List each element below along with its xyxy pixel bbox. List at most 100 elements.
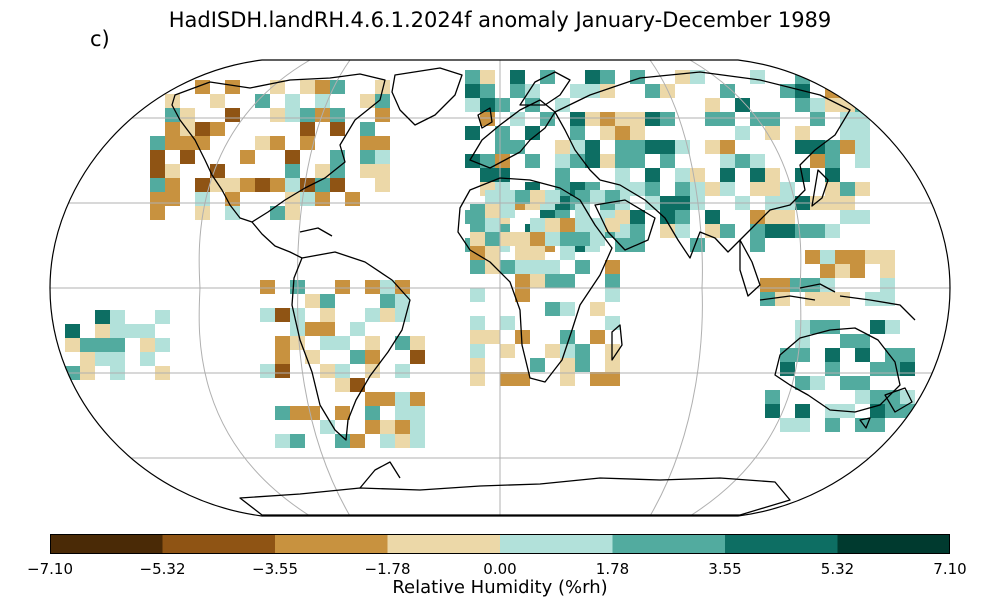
grid-cell <box>65 338 80 352</box>
grid-cell <box>840 84 855 98</box>
grid-cell <box>95 352 110 366</box>
grid-cell <box>675 224 690 238</box>
grid-cell <box>810 154 825 168</box>
grid-cell <box>110 310 125 324</box>
grid-cell <box>855 210 870 224</box>
grid-cell <box>705 112 720 126</box>
grid-cell <box>780 362 795 376</box>
grid-cell <box>140 338 155 352</box>
grid-cell <box>660 112 675 126</box>
grid-cell <box>80 338 95 352</box>
grid-cell <box>410 434 425 448</box>
grid-cell <box>470 218 485 232</box>
grid-cell <box>870 418 885 432</box>
grid-cell <box>300 122 315 136</box>
grid-cell <box>515 330 530 344</box>
colorbar-tick-label: 5.32 <box>820 560 855 578</box>
grid-cell <box>795 126 810 140</box>
grid-cell <box>885 404 900 418</box>
grid-cell <box>270 136 285 150</box>
panel-label: c) <box>90 27 110 51</box>
grid-cell <box>560 218 575 232</box>
grid-cell <box>305 406 320 420</box>
grid-cell <box>480 112 495 126</box>
grid-cell <box>630 210 645 224</box>
grid-cell <box>555 98 570 112</box>
grid-cell <box>835 292 850 306</box>
grid-cell <box>335 406 350 420</box>
grid-cell <box>810 112 825 126</box>
grid-cell <box>365 308 380 322</box>
grid-cell <box>255 178 270 192</box>
grid-cell <box>540 70 555 84</box>
grid-cell <box>870 362 885 376</box>
grid-cell <box>225 108 240 122</box>
grid-cell <box>500 260 515 274</box>
grid-cell <box>555 168 570 182</box>
grid-cell <box>500 232 515 246</box>
grid-cell <box>315 80 330 94</box>
grid-cell <box>305 294 320 308</box>
grid-cell <box>285 178 300 192</box>
grid-cell <box>255 94 270 108</box>
grid-cell <box>630 140 645 154</box>
grid-cell <box>795 320 810 334</box>
grid-cell <box>360 150 375 164</box>
grid-cell <box>180 108 195 122</box>
grid-cell <box>485 330 500 344</box>
colorbar-segment <box>50 534 163 554</box>
grid-cell <box>810 320 825 334</box>
grid-cell <box>545 190 560 204</box>
grid-cell <box>395 308 410 322</box>
grid-cell <box>585 70 600 84</box>
grid-cell <box>150 206 165 220</box>
grid-cell <box>615 168 630 182</box>
grid-cell <box>285 94 300 108</box>
grid-cell <box>515 274 530 288</box>
grid-cell <box>530 358 545 372</box>
grid-cell <box>515 260 530 274</box>
grid-cell <box>350 322 365 336</box>
grid-cell <box>225 206 240 220</box>
grid-cell <box>720 224 735 238</box>
grid-cell <box>480 84 495 98</box>
grid-cell <box>485 260 500 274</box>
grid-cell <box>855 70 870 84</box>
grid-cell <box>195 178 210 192</box>
grid-cell <box>750 154 765 168</box>
grid-cell <box>465 126 480 140</box>
grid-cell <box>150 178 165 192</box>
colorbar-tick-label: −5.32 <box>139 560 186 578</box>
grid-cell <box>690 182 705 196</box>
grid-cell <box>575 260 590 274</box>
grid-cell <box>850 264 865 278</box>
grid-cell <box>630 182 645 196</box>
grid-cell <box>855 182 870 196</box>
grid-cell <box>180 150 195 164</box>
grid-cell <box>835 250 850 264</box>
grid-cell <box>825 362 840 376</box>
grid-cell <box>210 164 225 178</box>
grid-cell <box>605 288 620 302</box>
grid-cell <box>705 182 720 196</box>
grid-cell <box>210 122 225 136</box>
grid-cell <box>350 434 365 448</box>
grid-cell <box>765 404 780 418</box>
grid-cell <box>165 164 180 178</box>
grid-cell <box>270 178 285 192</box>
grid-cell <box>470 260 485 274</box>
grid-cell <box>645 140 660 154</box>
grid-cell <box>300 108 315 122</box>
grid-cell <box>820 264 835 278</box>
grid-cell <box>605 218 620 232</box>
grid-cell <box>470 330 485 344</box>
grid-cell <box>545 274 560 288</box>
grid-cell <box>495 168 510 182</box>
grid-cell <box>50 366 65 380</box>
grid-cell <box>600 70 615 84</box>
grid-cell <box>575 204 590 218</box>
grid-cell <box>530 190 545 204</box>
grid-cell <box>585 140 600 154</box>
grid-cell <box>675 70 690 84</box>
grid-cell <box>600 126 615 140</box>
